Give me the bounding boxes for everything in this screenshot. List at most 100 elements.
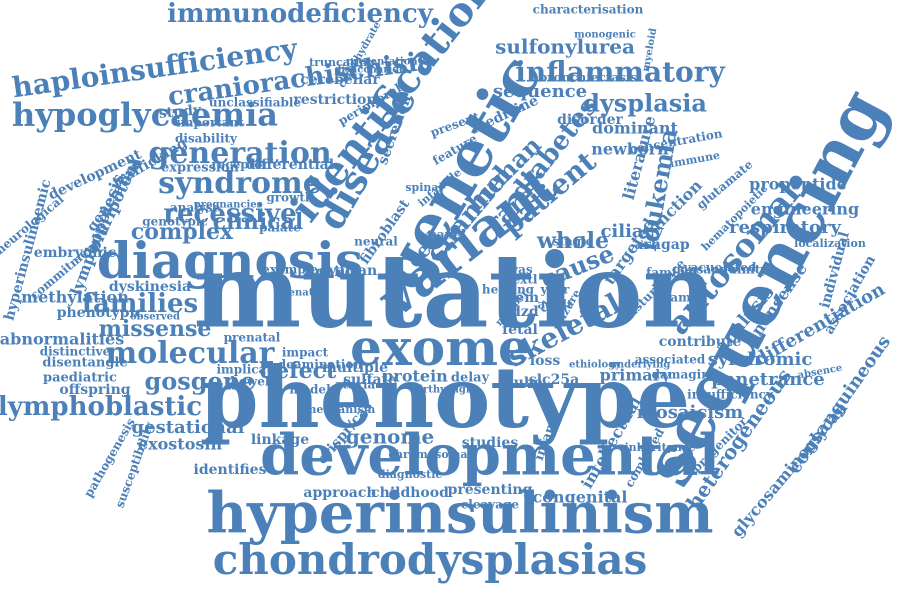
cloud-word: missense: [99, 316, 212, 342]
cloud-word: paediatric: [43, 371, 117, 386]
cloud-word: approach: [303, 485, 376, 501]
cloud-word: underlying: [610, 360, 671, 371]
cloud-word: palate: [259, 221, 301, 235]
cloud-word: damaging: [652, 368, 719, 382]
cloud-word: families: [82, 289, 198, 319]
cloud-word: localization: [794, 237, 866, 250]
cloud-word: congenital: [533, 488, 628, 507]
cloud-word: inflammatory: [515, 56, 725, 89]
cloud-word: inheritance: [624, 441, 695, 454]
cloud-word: syndromic: [708, 349, 813, 370]
cloud-word: implicate: [216, 363, 279, 377]
cloud-word: presenting: [448, 482, 533, 498]
cloud-word: bowel: [231, 375, 270, 389]
cloud-word: consanguinity: [673, 263, 769, 277]
cloud-word: panel: [428, 228, 466, 242]
cloud-word: familial: [646, 266, 698, 280]
cloud-word: whole: [536, 228, 609, 254]
cloud-word: sequence: [493, 81, 587, 102]
cloud-word: identifies: [194, 462, 267, 478]
cloud-word: expression: [161, 161, 239, 176]
cloud-word: lymphoblastic: [0, 392, 202, 422]
cloud-word: disability: [175, 132, 238, 146]
cloud-word: chromosomal: [388, 448, 471, 461]
cloud-word: methylation: [21, 288, 129, 307]
cloud-word: gwas: [499, 263, 532, 277]
cloud-word: insufficiency: [687, 388, 774, 402]
cloud-word: observed: [130, 312, 180, 323]
cloud-word: dyskinesia: [109, 279, 191, 295]
cloud-word: phenotype: [200, 348, 690, 447]
cloud-word: birthweight: [412, 385, 478, 396]
cloud-word: model: [289, 383, 331, 397]
cloud-word: sulfonylurea: [495, 35, 635, 59]
cloud-word: exome: [350, 318, 530, 377]
cloud-word: pdzd: [501, 304, 539, 320]
cloud-word: propeptide: [749, 175, 847, 194]
cloud-word: sulfate: [343, 372, 397, 388]
cloud-word: prenatal: [224, 331, 281, 345]
cloud-word: presentation: [346, 57, 418, 68]
cloud-word: single: [553, 235, 594, 249]
cloud-word: generation: [148, 136, 331, 171]
cloud-word: linkage: [251, 432, 309, 448]
cloud-word: spinal: [405, 181, 442, 194]
cloud-word: offspring: [59, 382, 130, 398]
cloud-word: bronchiectasis: [539, 71, 638, 85]
cloud-word: respiratory: [729, 217, 841, 238]
cloud-word: distinctive: [40, 345, 111, 359]
cloud-word: ataxia: [335, 378, 376, 392]
cloud-word: mosaicism: [637, 402, 744, 423]
cloud-word: child: [315, 264, 354, 280]
cloud-word: delay: [451, 371, 490, 386]
cloud-word: year: [540, 283, 570, 297]
cloud-word: vacuolated: [683, 261, 757, 275]
cloud-word: growth: [266, 191, 314, 205]
cloud-word: engineering: [751, 200, 859, 219]
cloud-word: loss: [530, 353, 561, 369]
cloud-word: pregnancies: [194, 200, 263, 211]
cloud-word: chondrodysplasias: [213, 535, 648, 584]
cloud-word: mutation: [193, 232, 716, 352]
cloud-word: cleavage: [461, 498, 519, 512]
cloud-word: prenatal: [276, 288, 323, 299]
cloud-word: cerebellar: [300, 72, 380, 88]
cloud-word: primary: [600, 366, 671, 385]
cloud-word: diagnostic: [378, 468, 442, 481]
cloud-word: unclassifiable: [209, 96, 302, 110]
cloud-word: gestational: [132, 417, 245, 438]
cloud-word: diagnosis: [97, 231, 363, 290]
cloud-word: ethiology: [569, 360, 622, 371]
cloud-word: gosgene: [144, 367, 255, 396]
cloud-word: protein: [382, 367, 448, 386]
cloud-word: restriction: [293, 92, 376, 108]
cloud-word: newborn: [591, 140, 669, 159]
cloud-word: molecular: [106, 336, 276, 371]
cloud-word: ovarian: [319, 263, 378, 279]
cloud-word: recessive: [163, 199, 296, 229]
cloud-word: immunodeficiency: [167, 0, 434, 29]
cloud-word: fetal: [502, 322, 538, 338]
cloud-word: childhood: [371, 485, 449, 501]
cloud-word: analyse: [170, 201, 221, 215]
cloud-word: monogenic: [574, 30, 636, 41]
cloud-word: mechanism: [305, 403, 376, 416]
cloud-word: neural: [354, 235, 398, 249]
cloud-word: syndrome: [158, 166, 322, 201]
cloud-word: multiple: [322, 360, 388, 376]
cloud-word: disaccharide: [334, 65, 405, 76]
cloud-word: tube: [507, 375, 542, 391]
cloud-word: characterisation: [533, 3, 644, 17]
cloud-word: studies: [462, 435, 519, 451]
cloud-word: disentangle: [42, 356, 127, 371]
cloud-word: exostosin: [138, 435, 223, 454]
cloud-word: truncating: [309, 56, 375, 69]
cloud-word: deamination: [278, 358, 363, 372]
cloud-word: important: [176, 116, 244, 130]
cloud-word: abnormalities: [0, 330, 124, 349]
cloud-word: genome: [346, 425, 434, 449]
cloud-word: penetrance: [711, 369, 825, 390]
cloud-word: defect: [260, 358, 337, 384]
cloud-word: extl: [513, 273, 538, 287]
